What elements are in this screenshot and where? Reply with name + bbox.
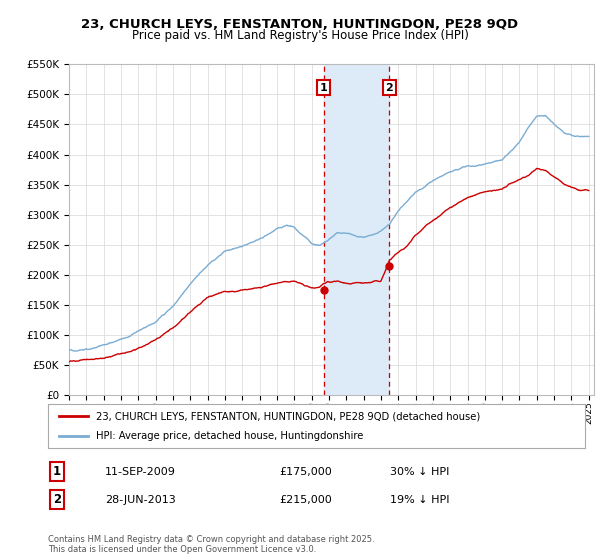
Text: 1: 1	[53, 465, 61, 478]
Text: 28-JUN-2013: 28-JUN-2013	[105, 494, 176, 505]
Text: 23, CHURCH LEYS, FENSTANTON, HUNTINGDON, PE28 9QD: 23, CHURCH LEYS, FENSTANTON, HUNTINGDON,…	[82, 17, 518, 31]
Text: 2: 2	[385, 82, 393, 92]
Text: HPI: Average price, detached house, Huntingdonshire: HPI: Average price, detached house, Hunt…	[97, 431, 364, 441]
Text: Price paid vs. HM Land Registry's House Price Index (HPI): Price paid vs. HM Land Registry's House …	[131, 29, 469, 43]
Text: £215,000: £215,000	[279, 494, 332, 505]
Text: 23, CHURCH LEYS, FENSTANTON, HUNTINGDON, PE28 9QD (detached house): 23, CHURCH LEYS, FENSTANTON, HUNTINGDON,…	[97, 411, 481, 421]
Text: 2: 2	[53, 493, 61, 506]
Text: £175,000: £175,000	[279, 466, 332, 477]
Text: 11-SEP-2009: 11-SEP-2009	[105, 466, 176, 477]
Text: 1: 1	[320, 82, 328, 92]
Bar	[323, 64, 389, 395]
Text: Contains HM Land Registry data © Crown copyright and database right 2025.
This d: Contains HM Land Registry data © Crown c…	[48, 535, 374, 554]
Text: 30% ↓ HPI: 30% ↓ HPI	[390, 466, 449, 477]
Text: 19% ↓ HPI: 19% ↓ HPI	[390, 494, 449, 505]
